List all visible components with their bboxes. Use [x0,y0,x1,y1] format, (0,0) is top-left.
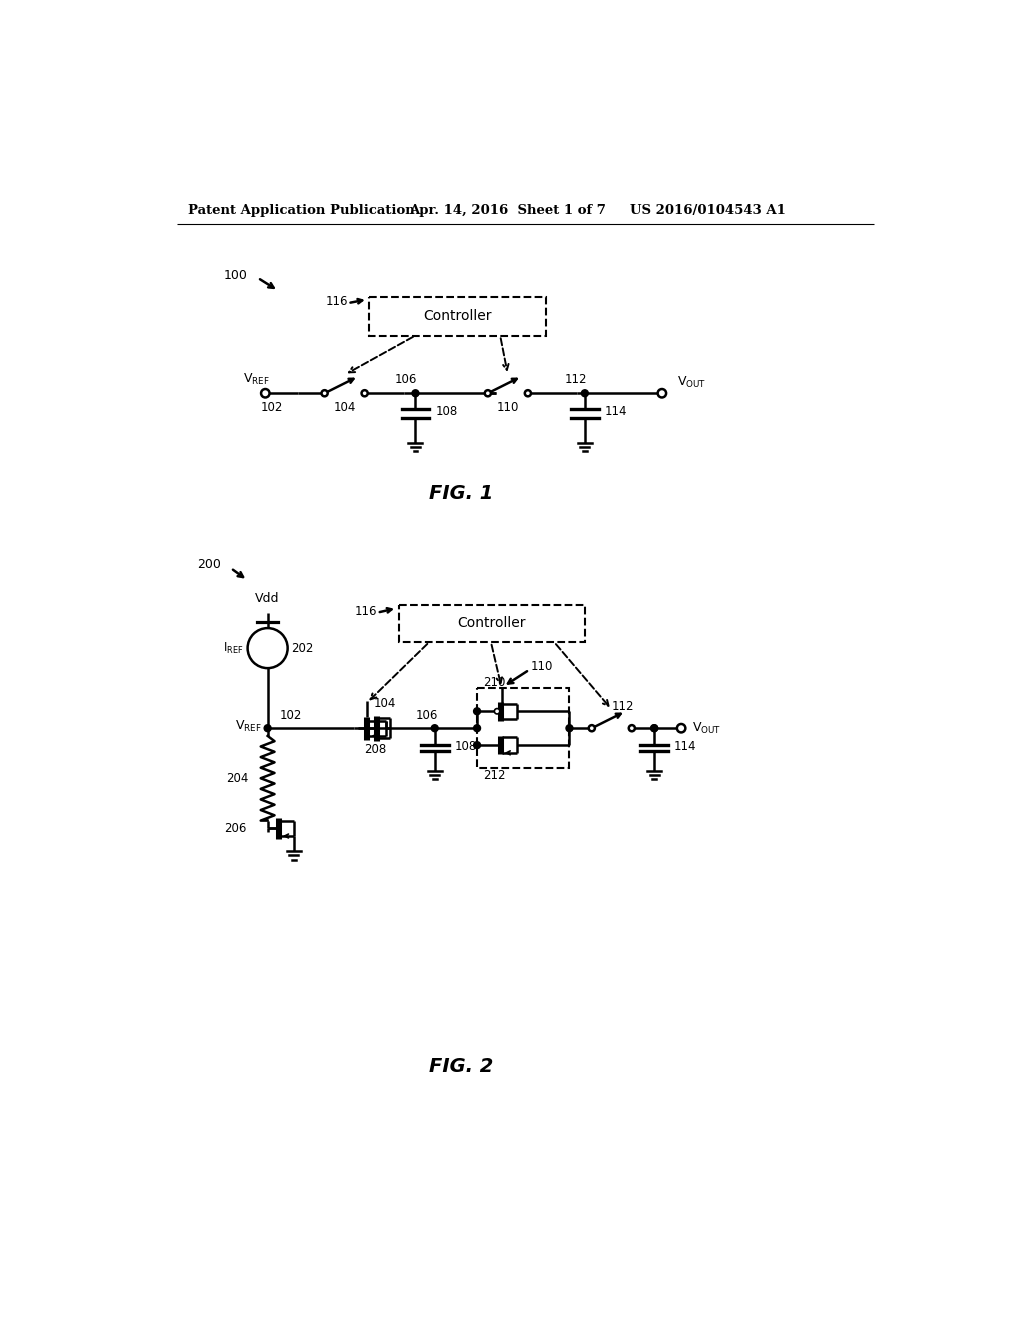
Circle shape [484,391,490,396]
Circle shape [361,391,368,396]
Circle shape [264,725,271,731]
Circle shape [473,708,480,714]
Text: 104: 104 [334,400,355,413]
Text: 102: 102 [280,709,302,722]
Text: 212: 212 [482,770,505,783]
Circle shape [677,723,685,733]
Text: 106: 106 [395,372,418,385]
Text: 102: 102 [260,400,283,413]
Circle shape [650,725,657,731]
Text: 110: 110 [497,400,519,413]
Text: 202: 202 [292,642,314,655]
Text: $\mathregular{V_{OUT}}$: $\mathregular{V_{OUT}}$ [692,721,721,735]
Circle shape [524,391,531,396]
Text: Apr. 14, 2016  Sheet 1 of 7: Apr. 14, 2016 Sheet 1 of 7 [410,205,606,218]
Text: 100: 100 [223,269,248,282]
Text: 204: 204 [226,772,249,785]
Text: 116: 116 [326,296,348,308]
Text: Vdd: Vdd [255,591,280,605]
Text: 112: 112 [611,700,634,713]
Text: $\mathregular{I_{REF}}$: $\mathregular{I_{REF}}$ [223,640,244,656]
Text: US 2016/0104543 A1: US 2016/0104543 A1 [630,205,785,218]
Circle shape [589,725,595,731]
Text: $\mathregular{V_{OUT}}$: $\mathregular{V_{OUT}}$ [677,375,707,389]
Circle shape [657,389,666,397]
Circle shape [412,389,419,397]
Bar [370,297,547,335]
Circle shape [650,725,657,731]
Text: 114: 114 [674,741,696,754]
Bar [477,688,569,768]
Text: 116: 116 [354,605,377,618]
Text: 206: 206 [223,822,246,834]
Text: $\mathregular{V_{REF}}$: $\mathregular{V_{REF}}$ [243,372,269,387]
Text: 104: 104 [374,697,396,710]
Text: 108: 108 [435,405,458,418]
Text: 210: 210 [482,676,505,689]
Text: FIG. 1: FIG. 1 [429,484,494,503]
Circle shape [473,725,480,731]
Circle shape [322,391,328,396]
Text: Patent Application Publication: Patent Application Publication [188,205,415,218]
Text: 106: 106 [416,709,438,722]
Circle shape [629,725,635,731]
Circle shape [473,742,480,748]
Circle shape [582,389,589,397]
Text: 108: 108 [455,741,477,754]
Circle shape [248,628,288,668]
Text: 208: 208 [365,743,386,756]
Circle shape [495,709,500,714]
Text: Controller: Controller [424,309,493,323]
Text: $\mathregular{V_{REF}}$: $\mathregular{V_{REF}}$ [234,719,261,734]
Text: 114: 114 [605,405,628,418]
Circle shape [431,725,438,731]
Text: Controller: Controller [458,616,526,631]
Circle shape [566,725,572,731]
Text: 112: 112 [564,372,587,385]
Text: FIG. 2: FIG. 2 [429,1057,494,1077]
Circle shape [261,389,269,397]
Text: 200: 200 [198,558,221,572]
Bar [398,605,585,642]
Text: 110: 110 [531,660,553,673]
